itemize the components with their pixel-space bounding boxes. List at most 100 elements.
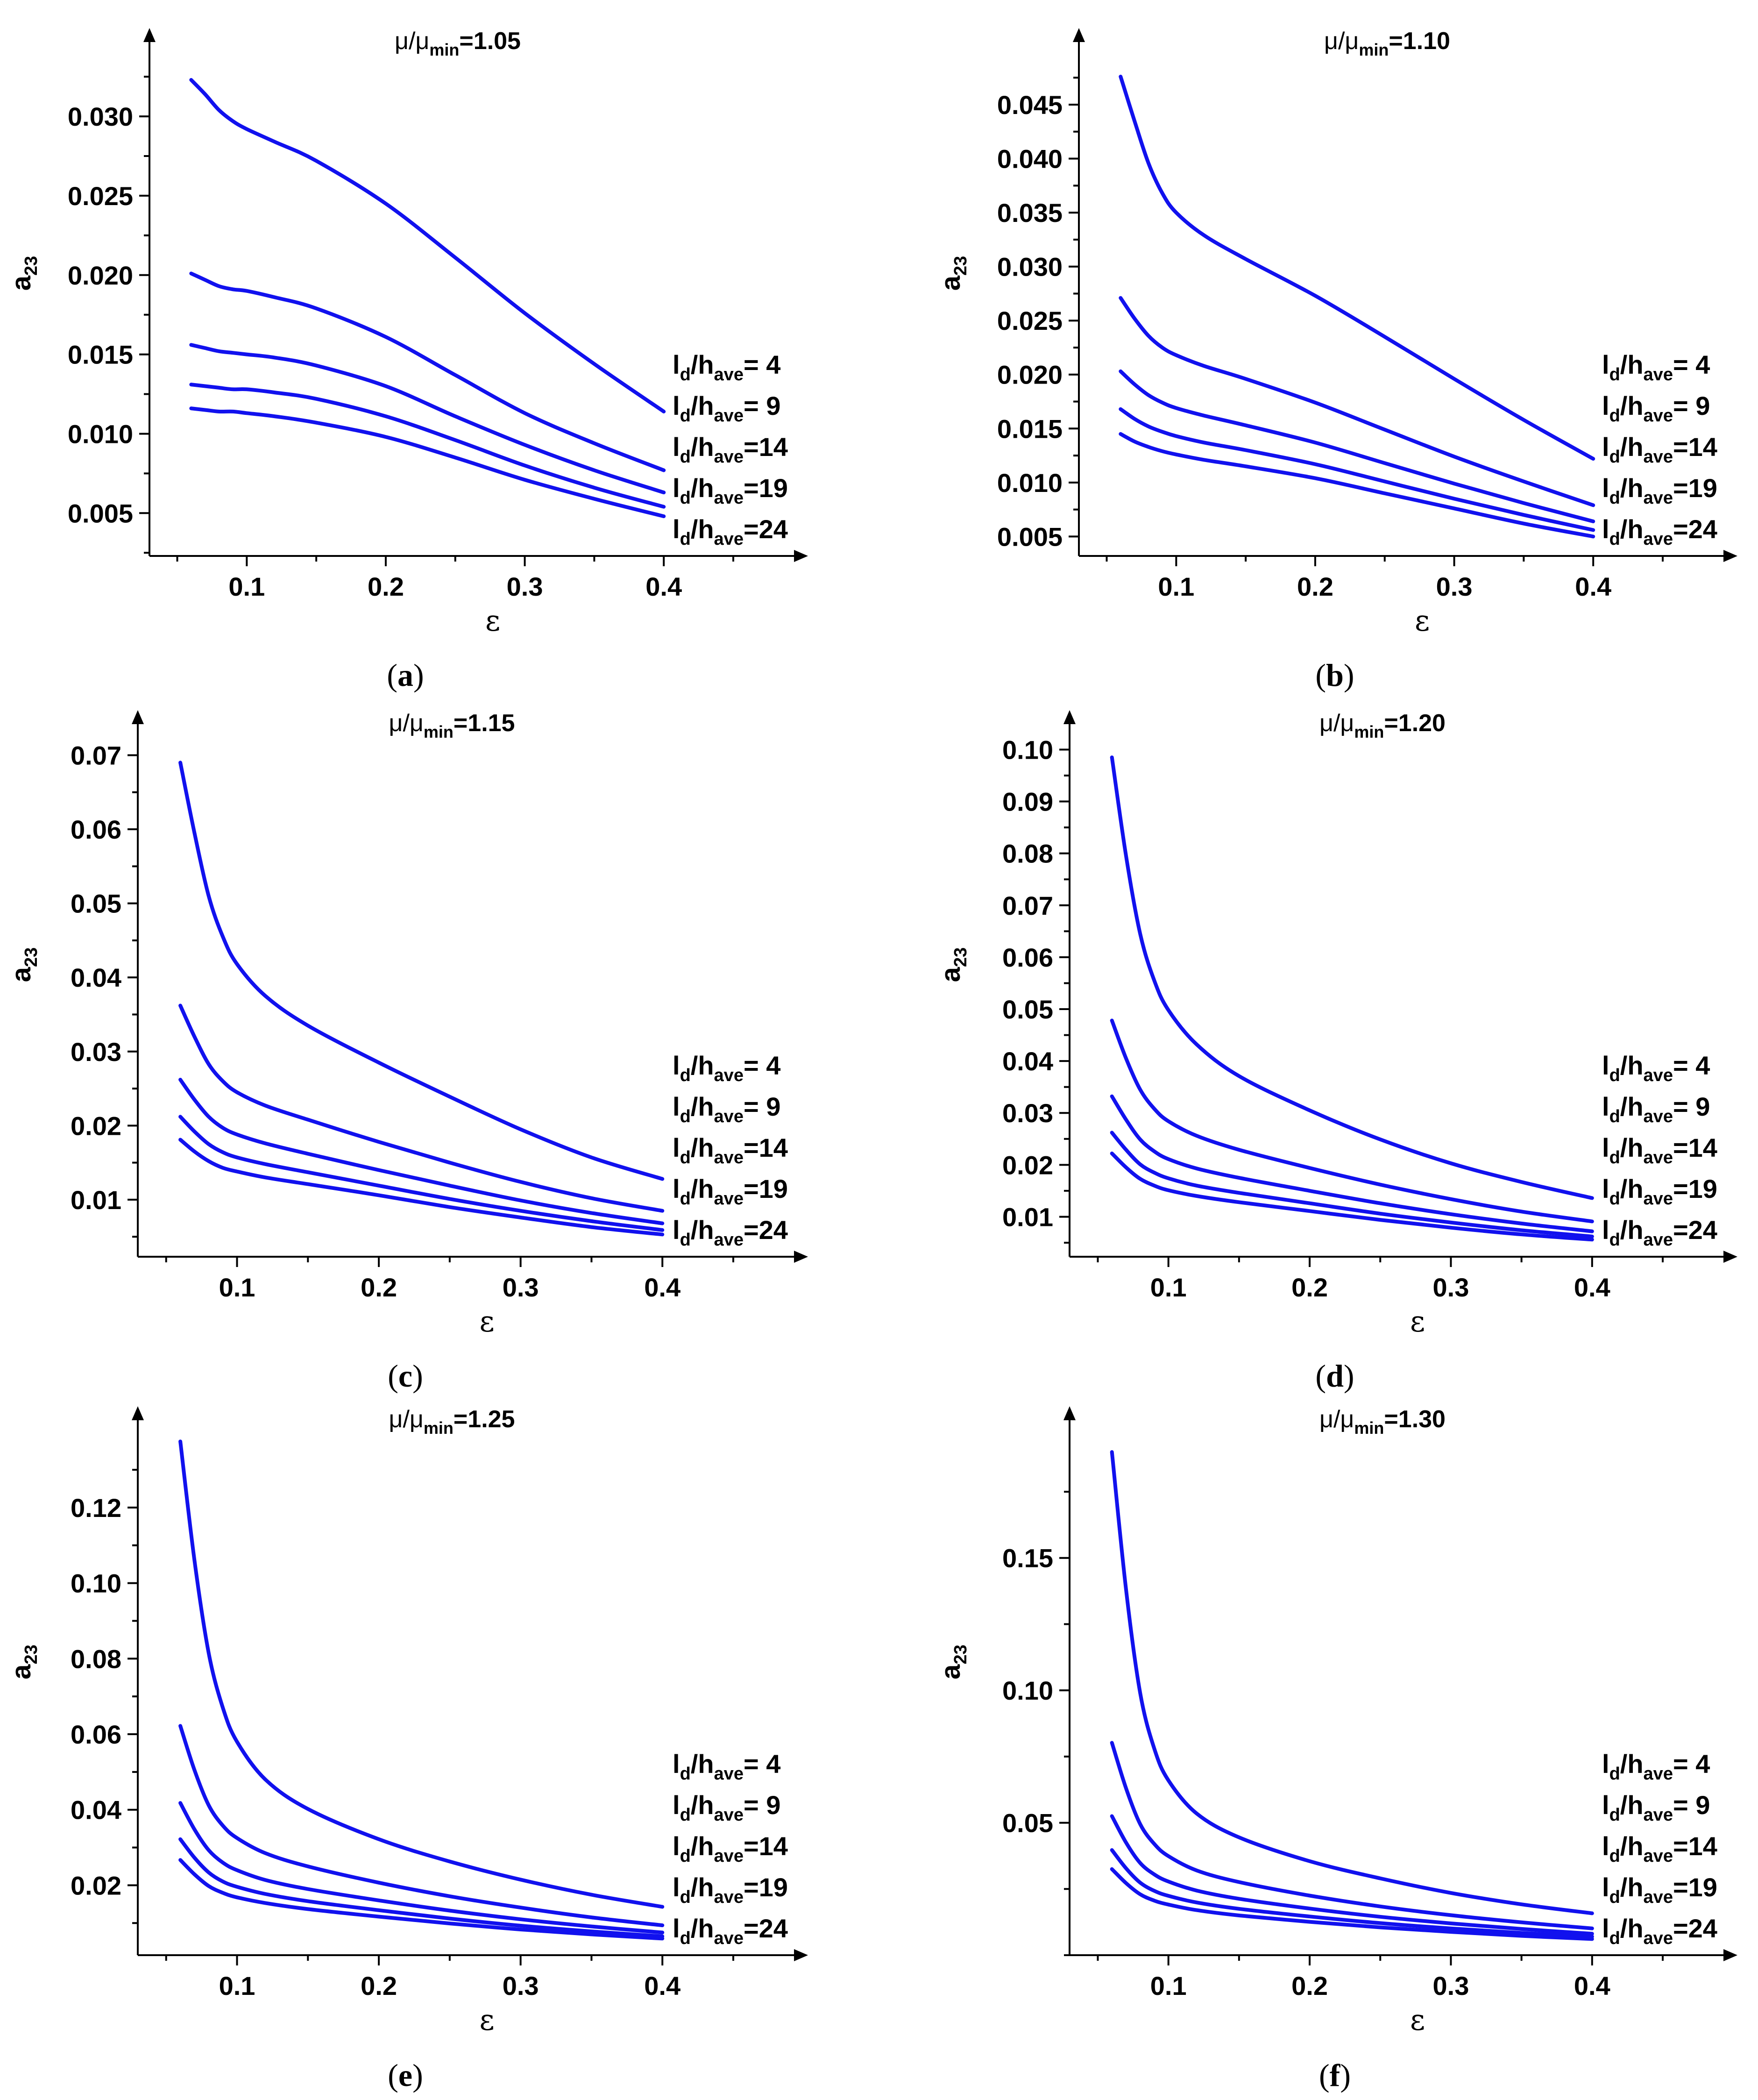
- panel-caption: (a): [387, 657, 424, 693]
- chart-title: μ/μmin=1.15: [389, 710, 515, 741]
- x-tick-label: 0.4: [1574, 1273, 1610, 1302]
- y-tick-label: 0.020: [68, 261, 133, 290]
- x-axis-arrow-icon: [1723, 1949, 1737, 1961]
- x-tick-label: 0.4: [1575, 572, 1611, 601]
- y-tick-label: 0.01: [71, 1185, 121, 1215]
- series-line: [178, 1801, 665, 1935]
- y-tick-label: 0.05: [1002, 1808, 1053, 1838]
- series-line: [189, 271, 666, 472]
- x-tick-label: 0.3: [1436, 572, 1473, 601]
- x-tick-label: 0.4: [645, 572, 682, 601]
- y-axis-arrow-icon: [1073, 28, 1085, 42]
- y-tick-label: 0.030: [68, 102, 133, 131]
- chart-panel-a: 0.1 0.2 0.3 0.4 0.005 0.010 0.015 0.020 0.025 0.0…: [6, 28, 808, 693]
- y-tick-label: 0.04: [71, 1795, 121, 1825]
- x-tick-label: 0.2: [1291, 1273, 1328, 1302]
- y-tick-label: 0.02: [1002, 1150, 1053, 1180]
- series-line: [178, 1858, 665, 1941]
- y-tick-label: 0.02: [71, 1871, 121, 1900]
- legend-entry: ld/have=14: [673, 432, 788, 467]
- x-axis-label: ε: [1410, 2003, 1425, 2037]
- series-line: [1110, 755, 1594, 1200]
- x-axis-arrow-icon: [794, 1949, 808, 1961]
- legend-entry: ld/have=14: [1602, 432, 1717, 467]
- y-axis-label: a23: [6, 1644, 41, 1680]
- panel-caption: (b): [1315, 657, 1354, 693]
- x-tick-label: 0.1: [1150, 1273, 1187, 1302]
- series-line: [1110, 1018, 1594, 1224]
- chart-panel-c: 0.1 0.2 0.3 0.4 0.01 0.02 0.03 0.04 0.05 0.06 0.07…: [6, 710, 808, 1394]
- chart-title: μ/μmin=1.10: [1324, 28, 1450, 59]
- y-tick-label: 0.03: [1002, 1098, 1053, 1128]
- x-tick-label: 0.1: [1150, 1971, 1187, 2000]
- legend-entry: ld/have= 4: [673, 1749, 780, 1784]
- y-tick-label: 0.08: [1002, 839, 1053, 868]
- legend-entry: ld/have= 4: [673, 1051, 780, 1085]
- x-axis-label: ε: [479, 2003, 494, 2037]
- x-tick-label: 0.3: [1432, 1273, 1469, 1302]
- y-tick-label: 0.02: [71, 1111, 121, 1140]
- y-tick-label: 0.015: [68, 340, 133, 370]
- y-tick-label: 0.05: [71, 889, 121, 918]
- y-axis-arrow-icon: [143, 28, 156, 42]
- y-axis-arrow-icon: [132, 1406, 144, 1420]
- x-tick-label: 0.3: [503, 1971, 539, 2000]
- y-tick-label: 0.025: [997, 306, 1063, 335]
- chart-panel-e: 0.1 0.2 0.3 0.4 0.02 0.04 0.06 0.08 0.10 0.12 ε a23…: [6, 1406, 808, 2093]
- y-tick-label: 0.07: [1002, 891, 1053, 920]
- series-line: [1119, 369, 1595, 523]
- series-line: [189, 383, 666, 509]
- panel-caption: (f): [1319, 2057, 1351, 2093]
- legend-entry: ld/have=24: [1602, 1914, 1717, 1948]
- y-tick-label: 0.15: [1002, 1544, 1053, 1573]
- legend-entry: ld/have=14: [1602, 1831, 1717, 1866]
- legend-entry: ld/have=24: [673, 1914, 788, 1948]
- y-tick-label: 0.03: [71, 1037, 121, 1067]
- x-axis-arrow-icon: [794, 1251, 808, 1263]
- y-axis-label: a23: [936, 947, 971, 982]
- x-tick-label: 0.1: [1158, 572, 1194, 601]
- y-tick-label: 0.025: [68, 181, 133, 211]
- y-tick-label: 0.09: [1002, 787, 1053, 817]
- chart-title: μ/μmin=1.25: [389, 1406, 515, 1438]
- legend-entry: ld/have= 9: [673, 1092, 780, 1126]
- y-tick-label: 0.04: [71, 963, 121, 992]
- series-line: [1110, 1741, 1594, 1930]
- y-tick-label: 0.040: [997, 144, 1063, 174]
- series-line: [1110, 1867, 1594, 1941]
- series-line: [189, 406, 666, 519]
- chart-title: μ/μmin=1.05: [395, 28, 521, 59]
- y-axis-label: a23: [936, 256, 971, 291]
- y-tick-label: 0.005: [68, 498, 133, 528]
- y-axis-label: a23: [6, 256, 41, 291]
- series-line: [178, 1138, 665, 1237]
- x-axis-arrow-icon: [794, 550, 808, 562]
- chart-title: μ/μmin=1.20: [1319, 710, 1446, 741]
- series-line: [189, 78, 666, 413]
- y-tick-label: 0.06: [71, 815, 121, 844]
- legend-entry: ld/have= 4: [673, 350, 780, 384]
- legend-entry: ld/have=24: [673, 1215, 788, 1250]
- legend-entry: ld/have= 4: [1602, 350, 1710, 384]
- x-axis-arrow-icon: [1723, 550, 1737, 562]
- chart-title: μ/μmin=1.30: [1319, 1406, 1446, 1438]
- y-axis-arrow-icon: [1063, 1406, 1076, 1420]
- y-axis-label: a23: [936, 1644, 971, 1680]
- series-line: [189, 343, 666, 495]
- legend-entry: ld/have=19: [673, 1174, 788, 1209]
- legend-entry: ld/have= 9: [1602, 1092, 1710, 1126]
- y-tick-label: 0.04: [1002, 1046, 1053, 1076]
- x-tick-label: 0.3: [503, 1273, 539, 1302]
- x-tick-label: 0.1: [219, 1971, 255, 2000]
- series-line: [178, 1837, 665, 1938]
- legend-entry: ld/have= 4: [1602, 1749, 1710, 1784]
- x-tick-label: 0.3: [1432, 1971, 1469, 2000]
- y-tick-label: 0.10: [1002, 1676, 1053, 1705]
- series-line: [1119, 407, 1595, 532]
- x-tick-label: 0.1: [228, 572, 265, 601]
- y-tick-label: 0.045: [997, 90, 1063, 120]
- y-tick-label: 0.06: [1002, 943, 1053, 972]
- y-tick-label: 0.030: [997, 252, 1063, 282]
- legend-entry: ld/have= 9: [673, 391, 780, 426]
